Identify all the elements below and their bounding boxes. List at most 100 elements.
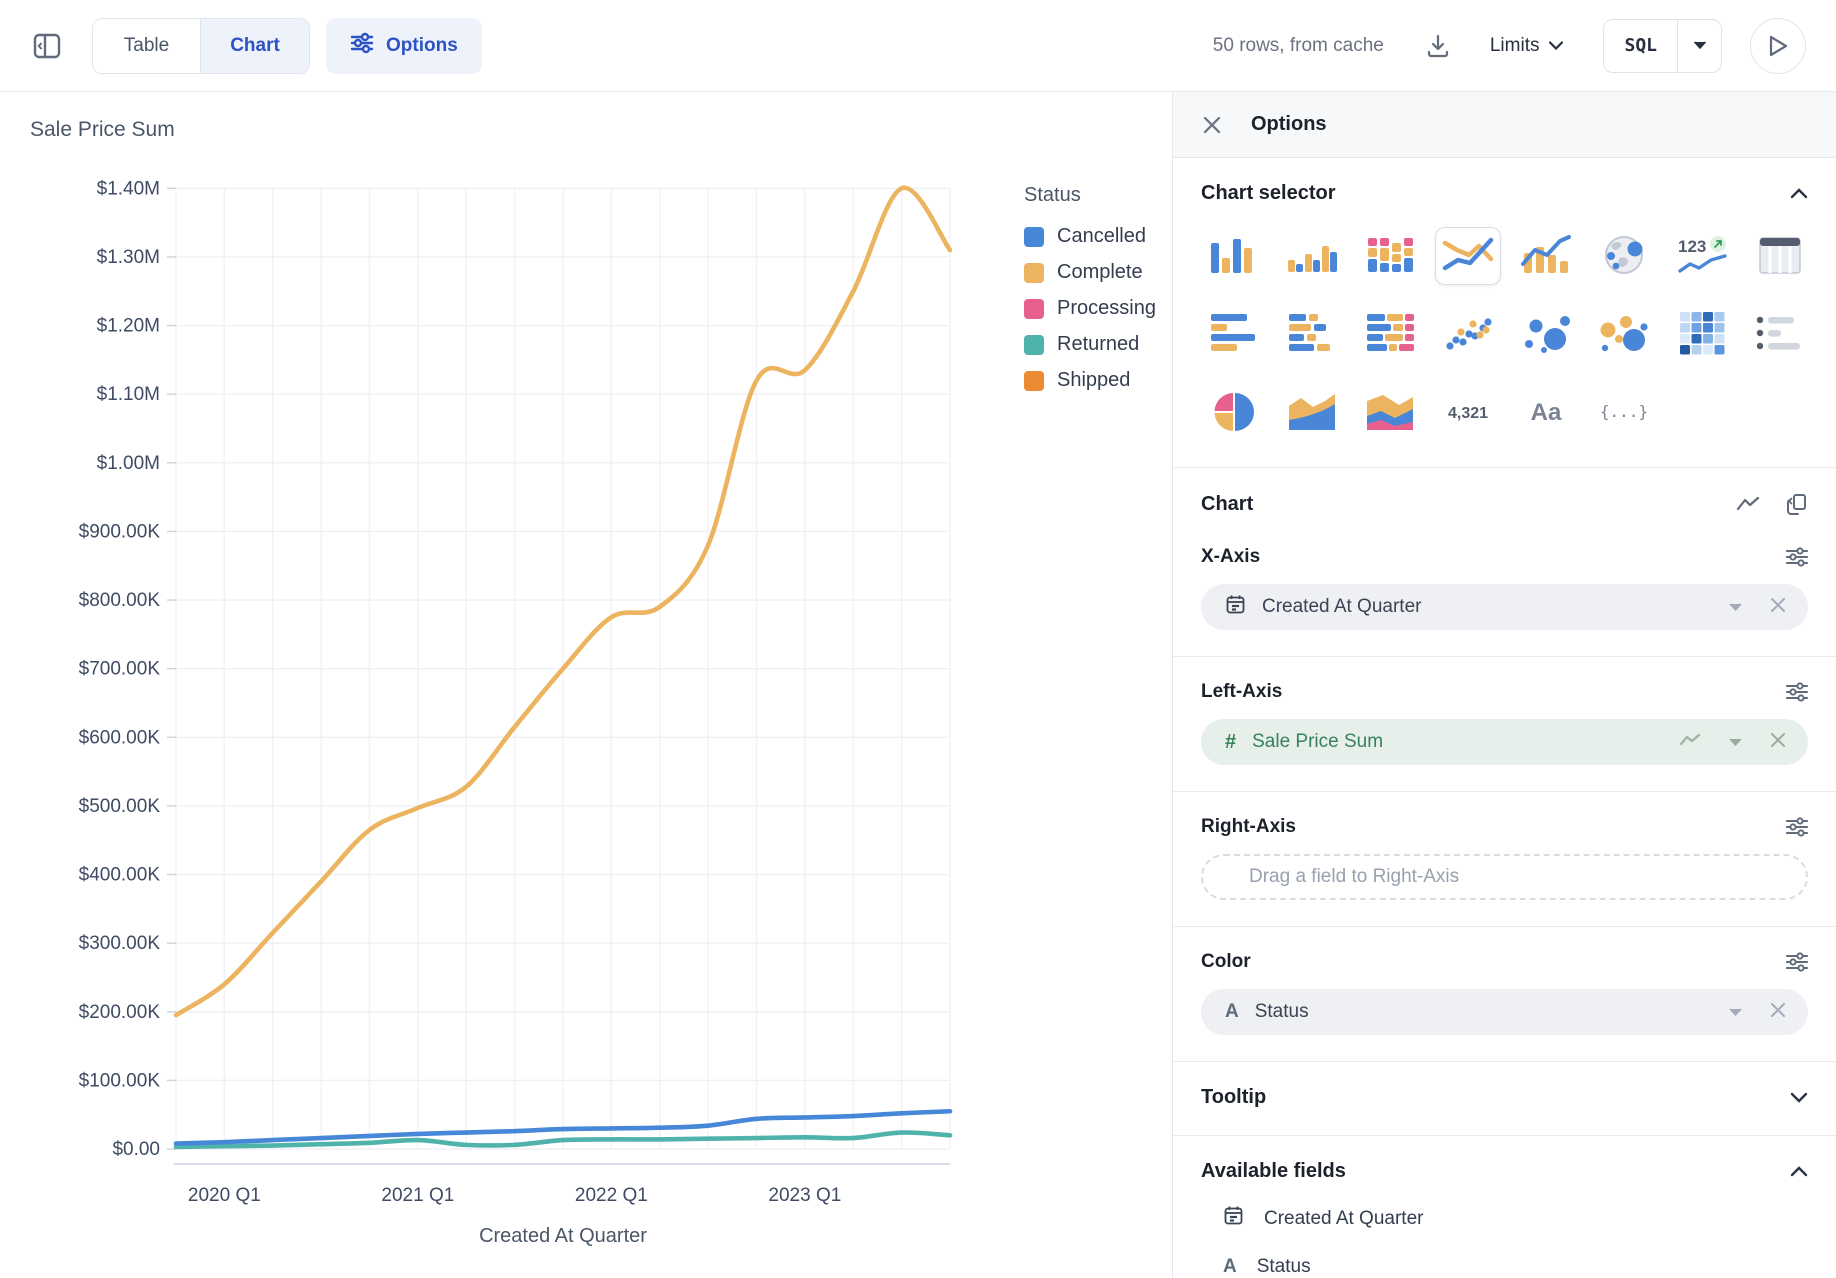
number-field-icon: #	[1225, 730, 1237, 753]
chart-section-label: Chart	[1201, 492, 1254, 515]
chart-type-scatter-plot-icon[interactable]	[1435, 305, 1501, 363]
legend-item[interactable]: Shipped	[1024, 369, 1156, 392]
chart-type-line-chart-icon[interactable]	[1435, 227, 1501, 285]
chart-type-area-chart-icon[interactable]	[1279, 383, 1345, 441]
view-switcher: Table Chart	[92, 17, 310, 74]
collapse-sidebar-icon[interactable]	[30, 29, 64, 63]
left-axis-label: Left-Axis	[1201, 681, 1283, 702]
right-axis-settings-icon[interactable]	[1786, 817, 1808, 837]
chart-legend: Status Cancelled Complete Processing Return…	[1024, 184, 1156, 1217]
chart-type-bar-chart-icon[interactable]	[1201, 227, 1267, 285]
chevron-down-icon	[1549, 41, 1564, 50]
trend-line-icon[interactable]	[1736, 492, 1760, 516]
duplicate-icon[interactable]	[1786, 492, 1808, 516]
expand-section-icon[interactable]	[1790, 1092, 1808, 1103]
chart-type-horizontal-bar-chart-icon[interactable]	[1201, 305, 1267, 363]
color-field-label: Status	[1254, 1001, 1309, 1022]
legend-item[interactable]: Processing	[1024, 297, 1156, 320]
mini-trend-icon[interactable]	[1679, 733, 1701, 752]
chart-type-single-value-trend-icon[interactable]: 123	[1669, 227, 1735, 285]
svg-text:$900.00K: $900.00K	[79, 521, 161, 542]
svg-text:$1.10M: $1.10M	[97, 384, 160, 405]
chart-type-bar-line-combo-chart-icon[interactable]	[1513, 227, 1579, 285]
svg-text:$500.00K: $500.00K	[79, 796, 161, 817]
chart-type-stacked-area-chart-icon[interactable]	[1357, 383, 1423, 441]
series-returned	[173, 1130, 953, 1150]
remove-field-icon[interactable]	[1770, 597, 1786, 618]
chart-type-colored-bubble-chart-icon[interactable]	[1591, 305, 1657, 363]
calendar-icon	[1225, 594, 1246, 620]
legend-label: Returned	[1057, 333, 1140, 355]
x-axis-field-pill[interactable]: Created At Quarter	[1201, 584, 1808, 630]
sql-button[interactable]: SQL	[1624, 35, 1657, 56]
svg-text:$0.00: $0.00	[112, 1139, 160, 1160]
legend-swatch	[1024, 226, 1044, 247]
close-icon[interactable]	[1201, 114, 1223, 136]
limits-dropdown[interactable]: Limits	[1490, 35, 1564, 57]
svg-text:{...}: {...}	[1600, 402, 1648, 421]
color-field-pill[interactable]: A Status	[1201, 989, 1808, 1035]
options-button[interactable]: Options	[326, 17, 482, 74]
svg-text:$600.00K: $600.00K	[79, 727, 161, 748]
legend-item[interactable]: Cancelled	[1024, 225, 1156, 248]
x-axis-settings-icon[interactable]	[1786, 547, 1808, 567]
x-axis-label: X-Axis	[1201, 546, 1261, 567]
legend-title: Status	[1024, 184, 1081, 206]
legend-item[interactable]: Returned	[1024, 333, 1156, 356]
svg-text:2023 Q1: 2023 Q1	[768, 1185, 841, 1206]
dropdown-caret-icon[interactable]	[1729, 1003, 1742, 1021]
dropdown-caret-icon[interactable]	[1729, 598, 1742, 616]
options-panel-title: Options	[1251, 113, 1327, 135]
chart-type-stacked-bar-chart-icon[interactable]	[1357, 227, 1423, 285]
tab-table[interactable]: Table	[93, 18, 201, 73]
chart-type-text-icon[interactable]: Aa	[1513, 383, 1579, 441]
dropdown-caret-icon[interactable]	[1729, 733, 1742, 751]
sql-dropdown-caret[interactable]	[1677, 19, 1721, 72]
right-axis-section: Right-Axis Drag a field to Right-Axis	[1173, 792, 1836, 927]
available-field-status[interactable]: A Status	[1201, 1244, 1808, 1278]
right-axis-drop-zone[interactable]: Drag a field to Right-Axis	[1201, 854, 1808, 900]
play-icon	[1769, 35, 1788, 56]
remove-field-icon[interactable]	[1770, 732, 1786, 753]
legend-label: Shipped	[1057, 369, 1131, 391]
tab-chart[interactable]: Chart	[201, 18, 309, 73]
chart-type-table-icon[interactable]	[1747, 227, 1813, 285]
calendar-icon	[1223, 1205, 1244, 1232]
svg-text:$800.00K: $800.00K	[79, 590, 161, 611]
left-axis-field-label: Sale Price Sum	[1252, 731, 1384, 752]
remove-field-icon[interactable]	[1770, 1002, 1786, 1023]
chart-type-heatmap-icon[interactable]	[1669, 305, 1735, 363]
chart-selector-section: Chart selector 123 4,321 Aa {...}	[1173, 158, 1836, 468]
svg-text:$1.20M: $1.20M	[97, 316, 160, 337]
chart-type-json-icon[interactable]: {...}	[1591, 383, 1657, 441]
chart-selector-label: Chart selector	[1201, 182, 1336, 204]
chart-type-list-icon[interactable]	[1747, 305, 1813, 363]
collapse-section-icon[interactable]	[1790, 1166, 1808, 1177]
svg-text:4,321: 4,321	[1448, 405, 1488, 422]
chart-type-stacked-horizontal-bar-chart-icon[interactable]	[1357, 305, 1423, 363]
collapse-section-icon[interactable]	[1790, 188, 1808, 199]
chart-type-map-chart-icon[interactable]	[1591, 227, 1657, 285]
color-label: Color	[1201, 951, 1251, 972]
chart-type-grouped-horizontal-bar-chart-icon[interactable]	[1279, 305, 1345, 363]
chart-type-grouped-bar-chart-icon[interactable]	[1279, 227, 1345, 285]
chart-canvas[interactable]: $0.00 $100.00K $200.00K $300.00K $400.00K $50…	[30, 154, 980, 1217]
available-field-created-at-quarter[interactable]: Created At Quarter	[1201, 1193, 1808, 1244]
svg-text:$1.40M: $1.40M	[97, 178, 160, 199]
chart-type-pie-chart-icon[interactable]	[1201, 383, 1267, 441]
color-settings-icon[interactable]	[1786, 952, 1808, 972]
tooltip-label: Tooltip	[1201, 1086, 1267, 1108]
options-panel-header: Options	[1173, 92, 1836, 158]
left-axis-settings-icon[interactable]	[1786, 682, 1808, 702]
series-complete	[173, 185, 953, 1018]
download-icon[interactable]	[1420, 28, 1456, 64]
chart-type-bubble-chart-icon[interactable]	[1513, 305, 1579, 363]
run-query-button[interactable]	[1750, 17, 1806, 74]
legend-swatch	[1024, 262, 1044, 283]
left-axis-field-pill[interactable]: # Sale Price Sum	[1201, 719, 1808, 765]
legend-item[interactable]: Complete	[1024, 261, 1156, 284]
svg-text:123: 123	[1678, 237, 1706, 256]
sliders-icon	[350, 32, 374, 60]
svg-text:2020 Q1: 2020 Q1	[188, 1185, 261, 1206]
chart-type-big-number-icon[interactable]: 4,321	[1435, 383, 1501, 441]
